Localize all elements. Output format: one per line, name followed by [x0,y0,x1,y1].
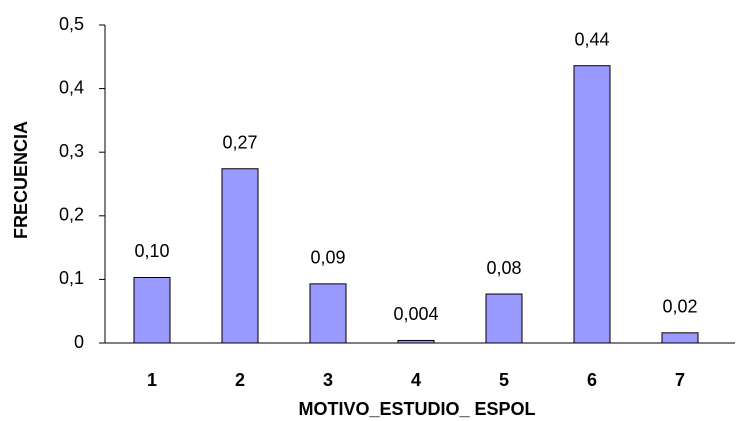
x-tick-label: 3 [323,370,333,390]
data-label: 0,004 [393,304,438,324]
data-label: 0,27 [222,132,257,152]
bar [485,293,523,344]
y-axis-title: FRECUENCIA [11,121,31,239]
y-tick-label: 0,3 [59,141,84,161]
x-tick-label: 2 [235,370,245,390]
y-tick-label: 0,1 [59,268,84,288]
data-label: 0,02 [662,297,697,317]
bar [573,65,611,344]
data-label: 0,09 [310,248,345,268]
bar [133,276,171,344]
data-label: 0,44 [574,29,609,49]
bar [309,283,347,344]
bar [221,168,259,344]
x-tick-label: 5 [499,370,509,390]
bar [661,332,699,344]
x-tick-label: 7 [675,370,685,390]
x-axis-title: MOTIVO_ESTUDIO_ ESPOL [298,399,535,419]
data-label: 0,10 [134,241,169,261]
x-tick-label: 1 [147,370,157,390]
bar [397,339,435,344]
y-tick-label: 0,5 [59,14,84,34]
y-tick-label: 0,2 [59,205,84,225]
x-tick-label: 4 [411,370,421,390]
y-tick-label: 0,4 [59,77,84,97]
data-label: 0,08 [486,258,521,278]
x-tick-label: 6 [587,370,597,390]
y-tick-label: 0 [74,332,84,352]
